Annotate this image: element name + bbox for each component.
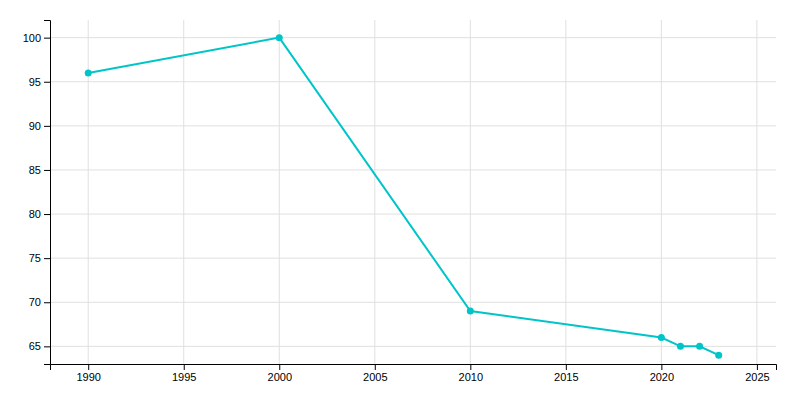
grid-line-y	[50, 214, 776, 215]
x-tick-label: 1990	[76, 371, 100, 383]
grid-line-x	[279, 20, 280, 364]
x-tick: 2010	[459, 364, 483, 383]
grid-line-y	[50, 346, 776, 347]
y-tick: 65	[29, 340, 50, 352]
y-tick-mark	[44, 302, 50, 303]
grid-line-y	[50, 302, 776, 303]
line	[88, 38, 718, 356]
x-tick: 2000	[268, 364, 292, 383]
plot: 1990 1995 2000 2005 2010 2015 2020 2025 65 70 75 80…	[23, 20, 777, 383]
y-tick-label: 75	[29, 252, 41, 264]
y-tick-mark	[44, 214, 50, 215]
chart: 1990 1995 2000 2005 2010 2015 2020 2025 65 70 75 80…	[0, 0, 800, 400]
x-tick: 2015	[554, 364, 578, 383]
grid-line-x	[183, 20, 184, 364]
y-tick-mark	[44, 170, 50, 171]
x-tick: 2020	[650, 364, 674, 383]
grid-line-y	[50, 81, 776, 82]
x-tick-label: 2020	[650, 371, 674, 383]
x-tick-label: 2010	[459, 371, 483, 383]
x-tick: 2025	[745, 364, 769, 383]
grid-line-x	[374, 20, 375, 364]
x-tick-label: 2005	[363, 371, 387, 383]
y-tick: 95	[29, 76, 50, 88]
grid-line-y	[50, 37, 776, 38]
y-tick-label: 95	[29, 76, 41, 88]
y-tick-label: 70	[29, 296, 41, 308]
point	[658, 334, 665, 341]
y-tick: 75	[29, 252, 50, 264]
x-tick-mark	[566, 364, 567, 370]
y-tick: 100	[23, 32, 50, 44]
y-tick: 80	[29, 208, 50, 220]
grid-line-x	[661, 20, 662, 364]
marks	[85, 34, 722, 359]
y-tick-mark	[44, 38, 50, 39]
grid-line-y	[50, 169, 776, 170]
point	[85, 69, 92, 76]
y-tick: 85	[29, 164, 50, 176]
x-tick-label: 1995	[172, 371, 196, 383]
point	[715, 352, 722, 359]
y-axis-line	[44, 21, 51, 365]
grid-line-y	[50, 258, 776, 259]
x-tick: 1990	[76, 364, 100, 383]
point	[467, 308, 474, 315]
x-tick-mark	[279, 364, 280, 370]
y-tick-label: 100	[23, 32, 41, 44]
point	[276, 34, 283, 41]
y-tick-label: 90	[29, 120, 41, 132]
grid-line-x	[565, 20, 566, 364]
y-tick-mark	[44, 258, 50, 259]
x-tick: 2005	[363, 364, 387, 383]
y-tick-label: 85	[29, 164, 41, 176]
x-tick-mark	[757, 364, 758, 370]
y-tick-label: 80	[29, 208, 41, 220]
y-tick-mark	[44, 346, 50, 347]
grid-line-y	[50, 125, 776, 126]
y-tick: 90	[29, 120, 50, 132]
y-tick-mark	[44, 82, 50, 83]
y-axis: 65 70 75 80 85 90 95 100	[23, 21, 51, 365]
x-tick-mark	[661, 364, 662, 370]
grid	[50, 20, 776, 364]
x-tick-label: 2000	[268, 371, 292, 383]
x-tick-mark	[184, 364, 185, 370]
y-tick-label: 65	[29, 340, 41, 352]
x-tick-mark	[375, 364, 376, 370]
x-axis: 1990 1995 2000 2005 2010 2015 2020 2025	[51, 364, 777, 383]
x-axis-line	[51, 365, 777, 371]
x-tick-mark	[88, 364, 89, 370]
x-tick-mark	[470, 364, 471, 370]
y-tick-mark	[44, 126, 50, 127]
point	[677, 343, 684, 350]
grid-line-x	[756, 20, 757, 364]
y-tick: 70	[29, 296, 50, 308]
x-tick-label: 2015	[554, 371, 578, 383]
point	[696, 343, 703, 350]
x-tick-label: 2025	[745, 371, 769, 383]
x-tick: 1995	[172, 364, 196, 383]
